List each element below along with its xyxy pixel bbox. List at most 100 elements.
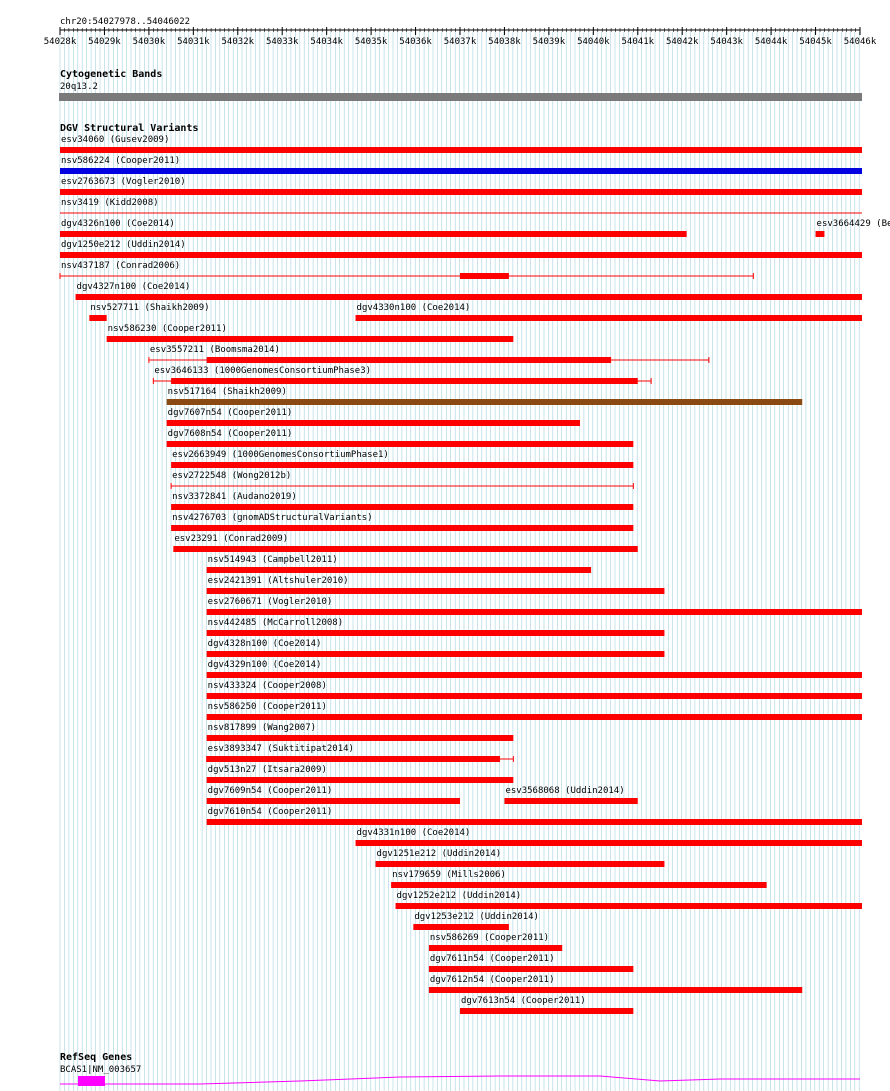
variant-feature[interactable]: dgv4327n100 (Coe2014) xyxy=(75,282,863,300)
variant-label: nsv586250 (Cooper2011) xyxy=(208,702,327,712)
variant-bar xyxy=(206,567,592,573)
variant-feature[interactable]: esv2763673 (Vogler2010) xyxy=(60,177,862,195)
variant-feature[interactable]: esv2722548 (Wong2012b) xyxy=(170,471,634,489)
variant-bar xyxy=(504,798,638,804)
variant-bar xyxy=(106,336,514,342)
cytoband-bar[interactable] xyxy=(59,93,862,101)
variant-label: nsv179659 (Mills2006) xyxy=(392,870,506,880)
ruler-tick-label: 54037k xyxy=(444,37,477,47)
dgv-features: esv34060 (Gusev2009) nsv586224 (Cooper201… xyxy=(59,135,890,1014)
variant-feature[interactable]: dgv7609n54 (Cooper2011) xyxy=(206,786,460,804)
variant-feature[interactable]: esv3664429 (Bergen2015) xyxy=(815,219,890,237)
variant-feature[interactable]: nsv437187 (Conrad2006) xyxy=(59,261,754,279)
variant-feature[interactable]: dgv4326n100 (Coe2014) xyxy=(60,219,687,237)
variant-feature[interactable]: nsv433324 (Cooper2008) xyxy=(206,681,862,699)
variant-feature[interactable]: dgv1250e212 (Uddin2014) xyxy=(60,240,862,258)
variant-feature[interactable]: dgv513n27 (Itsara2009) xyxy=(206,765,514,783)
variant-label: dgv1250e212 (Uddin2014) xyxy=(61,240,186,250)
variant-feature[interactable]: nsv586269 (Cooper2011) xyxy=(428,933,563,951)
variant-bar xyxy=(171,378,638,384)
background-grid xyxy=(59,32,860,1091)
variant-label: dgv4330n100 (Coe2014) xyxy=(357,303,471,313)
variant-feature[interactable]: dgv7610n54 (Cooper2011) xyxy=(206,807,862,825)
variant-feature[interactable]: dgv1253e212 (Uddin2014) xyxy=(413,912,539,930)
variant-bar xyxy=(460,273,509,279)
ruler-tick-label: 54042k xyxy=(666,37,699,47)
variant-feature[interactable]: esv2760671 (Vogler2010) xyxy=(206,597,862,615)
variant-feature[interactable]: dgv4329n100 (Coe2014) xyxy=(206,660,862,678)
variant-label: esv34060 (Gusev2009) xyxy=(61,135,169,145)
gene-label: BCAS1|NM_003657 xyxy=(60,1065,141,1075)
variant-feature[interactable]: esv34060 (Gusev2009) xyxy=(60,135,862,153)
variant-bar xyxy=(206,756,500,762)
variant-label: dgv4327n100 (Coe2014) xyxy=(77,282,191,292)
variant-label: esv3646133 (1000GenomesConsortiumPhase3) xyxy=(154,366,371,376)
variant-bar xyxy=(206,357,612,363)
variant-label: nsv517164 (Shaikh2009) xyxy=(168,387,287,397)
variant-feature[interactable]: esv3557211 (Boomsma2014) xyxy=(148,345,710,363)
variant-feature[interactable]: dgv7612n54 (Cooper2011) xyxy=(428,975,803,993)
variant-feature[interactable]: nsv517164 (Shaikh2009) xyxy=(166,387,803,405)
variant-feature[interactable]: dgv4331n100 (Coe2014) xyxy=(355,828,862,846)
variant-label: nsv586230 (Cooper2011) xyxy=(108,324,227,334)
variant-feature[interactable]: dgv1251e212 (Uddin2014) xyxy=(375,849,665,867)
variant-feature[interactable]: nsv586224 (Cooper2011) xyxy=(60,156,862,174)
ruler-tick-label: 54030k xyxy=(133,37,166,47)
variant-feature[interactable]: dgv4330n100 (Coe2014) xyxy=(355,303,862,321)
variant-label: dgv7612n54 (Cooper2011) xyxy=(430,975,555,985)
variant-label: dgv7613n54 (Cooper2011) xyxy=(461,996,586,1006)
variant-feature[interactable]: nsv514943 (Campbell2011) xyxy=(206,555,592,573)
variant-label: esv2421391 (Altshuler2010) xyxy=(208,576,349,586)
variant-feature[interactable]: esv2421391 (Altshuler2010) xyxy=(206,576,665,594)
variant-bar xyxy=(60,189,862,195)
variant-feature[interactable]: nsv442485 (McCarroll2008) xyxy=(206,618,665,636)
variant-feature[interactable]: dgv4328n100 (Coe2014) xyxy=(206,639,665,657)
variant-bar xyxy=(171,504,634,510)
variant-label: esv3568068 (Uddin2014) xyxy=(505,786,624,796)
variant-feature[interactable]: nsv3419 (Kidd2008) xyxy=(60,198,862,214)
variant-bar xyxy=(428,987,803,993)
variant-bar xyxy=(206,588,665,594)
variant-bar xyxy=(206,630,665,636)
variant-feature[interactable]: dgv7607n54 (Cooper2011) xyxy=(166,408,580,426)
variant-label: nsv437187 (Conrad2006) xyxy=(61,261,180,271)
variant-feature[interactable]: nsv179659 (Mills2006) xyxy=(391,870,767,888)
variant-feature[interactable]: esv23291 (Conrad2009) xyxy=(173,534,638,552)
variant-feature[interactable]: nsv586250 (Cooper2011) xyxy=(206,702,862,720)
variant-feature[interactable]: nsv586230 (Cooper2011) xyxy=(106,324,514,342)
variant-feature[interactable]: esv2663949 (1000GenomesConsortiumPhase1) xyxy=(171,450,634,468)
variant-feature[interactable]: nsv817899 (Wang2007) xyxy=(206,723,514,741)
variant-feature[interactable]: nsv3372841 (Audano2019) xyxy=(171,492,634,510)
variant-bar xyxy=(815,231,825,237)
ruler-tick-label: 54041k xyxy=(622,37,655,47)
variant-feature[interactable]: esv3893347 (Suktitipat2014) xyxy=(206,744,514,762)
variant-feature[interactable]: nsv4276703 (gnomADStructuralVariants) xyxy=(171,513,634,531)
variant-label: dgv7611n54 (Cooper2011) xyxy=(430,954,555,964)
variant-label: dgv4326n100 (Coe2014) xyxy=(61,219,175,229)
variant-feature[interactable]: esv3568068 (Uddin2014) xyxy=(504,786,638,804)
ruler-tick-label: 54035k xyxy=(355,37,388,47)
variant-label: nsv817899 (Wang2007) xyxy=(208,723,316,733)
variant-feature[interactable]: dgv7611n54 (Cooper2011) xyxy=(428,954,634,972)
ruler-tick-label: 54029k xyxy=(88,37,121,47)
gene-intron-line xyxy=(60,1075,860,1085)
dgv-track-title: DGV Structural Variants xyxy=(60,122,198,134)
variant-bar xyxy=(166,399,803,405)
variant-feature[interactable]: nsv527711 (Shaikh2009) xyxy=(89,303,210,321)
variant-feature[interactable]: esv3646133 (1000GenomesConsortiumPhase3) xyxy=(152,366,652,384)
variant-bar xyxy=(206,609,862,615)
variant-bar xyxy=(428,945,563,951)
variant-bar xyxy=(395,903,862,909)
variant-label: esv2760671 (Vogler2010) xyxy=(208,597,333,607)
variant-bar xyxy=(391,882,767,888)
variant-feature[interactable]: dgv7613n54 (Cooper2011) xyxy=(460,996,634,1014)
variant-feature[interactable]: dgv1252e212 (Uddin2014) xyxy=(395,891,862,909)
variant-label: esv3664429 (Bergen2015) xyxy=(817,219,890,229)
variant-bar xyxy=(460,1008,634,1014)
gene-exon[interactable] xyxy=(78,1076,105,1086)
variant-bar xyxy=(355,840,862,846)
variant-feature[interactable]: dgv7608n54 (Cooper2011) xyxy=(166,429,634,447)
variant-label: nsv514943 (Campbell2011) xyxy=(208,555,338,565)
variant-label: dgv1252e212 (Uddin2014) xyxy=(397,891,522,901)
ruler-track: chr20:54027978..54046022 54028k 54029k 540… xyxy=(44,17,877,47)
